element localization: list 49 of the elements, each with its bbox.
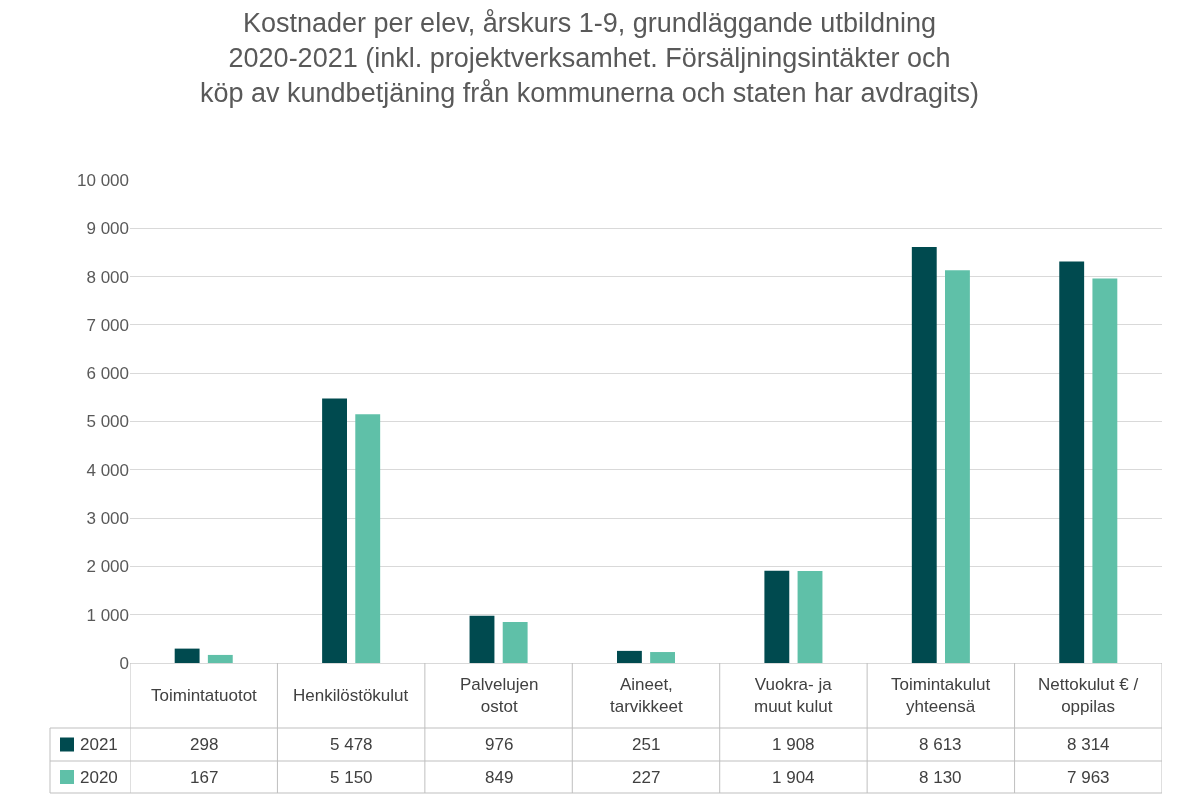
data-label: 849 (485, 768, 514, 787)
bar (911, 246, 937, 663)
bar (469, 615, 495, 663)
chart-title: Kostnader per elev, årskurs 1-9, grundläggande utbildning 2020-2021 (inkl. projektverksamhet. Försäljningsintäkter och köp av kundbetjäning från kommunerna och staten har avdragits) (200, 8, 979, 109)
x-tick-label: Palvelujen ostot (460, 675, 539, 717)
data-label: 8 314 (1067, 735, 1110, 754)
bar (650, 652, 676, 663)
y-tick-label: 4 000 (86, 460, 129, 480)
data-label: 5 478 (330, 735, 373, 754)
bar (797, 571, 823, 663)
bar (1059, 261, 1085, 663)
x-tick-label: Toimintatuotot (151, 686, 258, 705)
y-tick-label: 6 000 (86, 364, 129, 384)
y-tick-label: 3 000 (86, 509, 129, 529)
bar (502, 621, 528, 663)
legend-label: 2021 (80, 735, 118, 754)
y-tick-label: 2 000 (86, 557, 129, 577)
data-label: 227 (632, 768, 661, 787)
bar (764, 570, 790, 663)
bar (174, 648, 200, 663)
bar (355, 414, 381, 663)
y-tick-label: 5 000 (86, 412, 129, 432)
data-label: 976 (485, 735, 514, 754)
y-tick-label: 8 000 (86, 267, 129, 287)
bar (322, 398, 347, 663)
x-tick-label: Vuokra- ja muut kulut (754, 675, 833, 717)
x-tick-label: Aineet, tarvikkeet (610, 675, 684, 717)
y-tick-label: 1 000 (86, 605, 129, 625)
data-label: 7 963 (1067, 768, 1110, 787)
y-tick-label: 0 (119, 653, 129, 673)
data-label: 8 613 (919, 735, 962, 754)
y-tick-label: 10 000 (77, 170, 129, 190)
data-label: 5 150 (330, 768, 373, 787)
data-label: 1 904 (772, 768, 815, 787)
x-tick-label: Nettokulut € / oppilas (1038, 675, 1139, 717)
data-label: 251 (632, 735, 661, 754)
bar (945, 270, 970, 663)
y-tick-label: 7 000 (86, 315, 129, 335)
y-tick-label: 9 000 (86, 219, 129, 239)
data-label: 167 (190, 768, 219, 787)
legend-label: 2020 (80, 768, 118, 787)
x-tick-label: Henkilöstökulut (293, 686, 409, 705)
x-tick-label: Toimintakulut yhteensä (891, 675, 991, 717)
data-label: 8 130 (919, 768, 962, 787)
bar (207, 654, 233, 663)
bar (616, 650, 642, 663)
data-label: 1 908 (772, 735, 815, 754)
bar (1092, 278, 1118, 663)
data-label: 298 (190, 735, 219, 754)
